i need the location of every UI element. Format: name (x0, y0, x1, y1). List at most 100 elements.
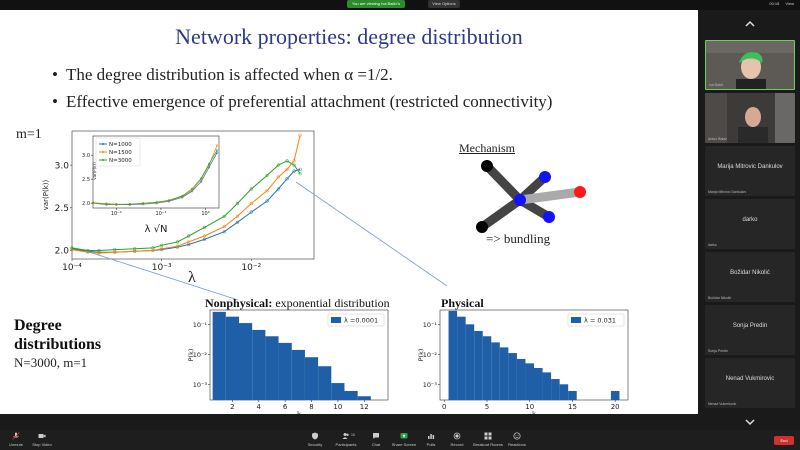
security-label: Security (307, 442, 323, 447)
participant-tile[interactable]: Sonja Predin Sonja Predin (705, 305, 795, 355)
data-point (97, 248, 101, 253)
data-point (249, 187, 253, 191)
y-tick-label: 10⁻² (193, 351, 208, 359)
participant-tile-video[interactable]: Iva Bačić (705, 40, 795, 90)
microphone-muted-icon (12, 432, 20, 440)
data-point (265, 199, 269, 203)
slide-title: Network properties: degree distribution (175, 24, 523, 49)
edge (482, 161, 525, 205)
histogram-bar (568, 390, 577, 400)
data-point (200, 177, 203, 180)
y-axis-label: P(k) (187, 349, 195, 362)
data-point (265, 189, 269, 193)
data-point (285, 167, 289, 172)
histogram-bar (559, 384, 569, 400)
data-point (70, 246, 74, 250)
histogram-bar (610, 390, 620, 400)
nonphysical-caption: Nonphysical: exponential distribution (205, 296, 390, 311)
x-tick-label: 10 (333, 403, 342, 411)
view-options-button[interactable]: View Options (428, 0, 460, 8)
bullet-1-text: The degree distribution is affected when… (66, 65, 393, 84)
participant-tile[interactable]: darko darko (705, 199, 795, 249)
participant-name: Antun Balaž (708, 137, 727, 141)
data-point (215, 144, 219, 147)
security-button[interactable]: Security (295, 432, 335, 447)
histogram-bar (516, 358, 526, 400)
polls-button[interactable]: Polls (411, 432, 451, 447)
top-bar: You are viewing Iva Bačić's screen View … (0, 0, 800, 14)
edge-gray (515, 187, 585, 205)
end-meeting-button[interactable]: End (774, 436, 794, 445)
data-point (207, 166, 211, 169)
histogram-bar (542, 372, 552, 400)
stop-video-button[interactable]: Stop Video (22, 432, 62, 447)
share-screen-icon (400, 433, 408, 439)
reactions-label: Reactions (508, 442, 526, 447)
participant-tile[interactable]: Marija Mitrovic Dankulov Marija Mitrovic… (705, 146, 795, 196)
participant-tile-video[interactable]: Antun Balaž (705, 93, 795, 143)
node-blue (539, 171, 551, 183)
fps-readout: 00:18 (769, 1, 780, 6)
participants-button[interactable]: Participants 10 (326, 432, 366, 447)
share-screen-button[interactable]: Share Screen (384, 432, 424, 447)
participant-name-small: Marija Mitrovic Dankulov (708, 190, 747, 194)
reactions-button[interactable]: Reactions (497, 432, 537, 447)
y-tick-label: 2.5 (82, 177, 90, 183)
participants-label: Participants (335, 442, 357, 447)
stop-video-label: Stop Video (32, 442, 52, 447)
data-point (298, 172, 302, 176)
series-line (92, 145, 218, 205)
histogram-bar (331, 383, 345, 400)
data-point (276, 175, 280, 179)
participant-tile[interactable]: Božidar Nikolić Božidar Nikolić (705, 252, 795, 302)
histogram-bar (474, 330, 483, 400)
nonphysical-caption-bold: Nonphysical: (205, 296, 273, 310)
data-point (249, 201, 253, 206)
legend-box (327, 313, 385, 327)
chat-label: Chat (371, 442, 381, 447)
callout-line-left (85, 250, 239, 301)
data-point (181, 194, 184, 198)
legend-swatch (331, 317, 341, 323)
node-black (476, 221, 488, 233)
x-tick-label: 10⁻² (241, 263, 261, 271)
data-point (200, 180, 203, 183)
legend-marker (101, 158, 105, 162)
data-point (160, 247, 164, 251)
x-tick-label: 10⁻¹ (155, 211, 166, 217)
histogram-bar (278, 342, 292, 400)
x-tick-label: 6 (283, 403, 288, 411)
y-tick-label: 10⁻³ (423, 381, 438, 389)
record-button[interactable]: Record (437, 432, 477, 447)
data-point (292, 163, 296, 167)
histogram-bar (291, 349, 305, 400)
unmute-button[interactable]: Unmute (0, 432, 36, 447)
participant-name: Sonja Predin (732, 323, 768, 329)
y-tick-label: 10⁻³ (193, 381, 208, 389)
variance-chart: 2.0 2.5 3.0 10⁻⁴ 10⁻³ 10⁻² var(P(k)) 2.0 2.5 3.0 1… (42, 130, 315, 271)
meeting-controls-bar: Unmute Stop Video Security Participants … (0, 430, 800, 450)
histogram-bar (551, 379, 560, 400)
data-point (175, 244, 180, 248)
y-tick-label: 10⁻¹ (423, 321, 438, 329)
video-camera-icon (38, 434, 46, 438)
breakout-rooms-button[interactable]: Breakout Rooms (468, 432, 508, 447)
bullet-2: • Effective emergence of preferential att… (52, 92, 553, 111)
series-line (71, 135, 301, 254)
polls-icon (428, 434, 435, 439)
legend-marker (101, 150, 105, 154)
data-point (202, 237, 207, 242)
participant-tile[interactable]: Nenad Vukmirovic Nenad Vukmirovic (705, 358, 795, 408)
degree-title-line1: Degree (14, 317, 62, 334)
data-point (235, 220, 240, 224)
scroll-up-chevron-icon[interactable] (745, 20, 755, 28)
chat-button[interactable]: Chat (356, 432, 396, 447)
record-icon (453, 432, 461, 440)
participant-name-small: Sonja Predin (708, 349, 729, 353)
scroll-down-chevron-icon[interactable] (745, 418, 755, 426)
histogram-bar (457, 316, 466, 400)
view-button[interactable]: View (785, 1, 794, 6)
legend-label: N=1500 (109, 150, 132, 156)
